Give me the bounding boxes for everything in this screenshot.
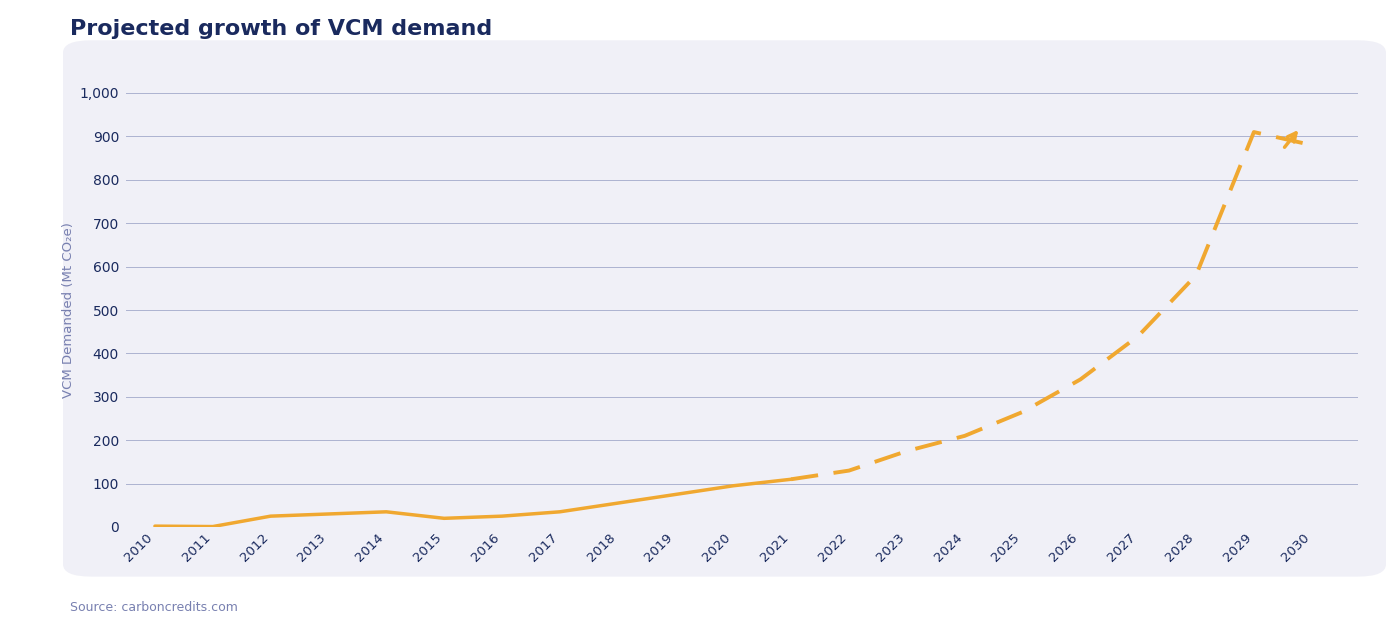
Y-axis label: VCM Demanded (Mt CO₂e): VCM Demanded (Mt CO₂e) <box>62 222 76 398</box>
Text: Source: carboncredits.com: Source: carboncredits.com <box>70 601 238 614</box>
Text: Projected growth of VCM demand: Projected growth of VCM demand <box>70 19 493 38</box>
